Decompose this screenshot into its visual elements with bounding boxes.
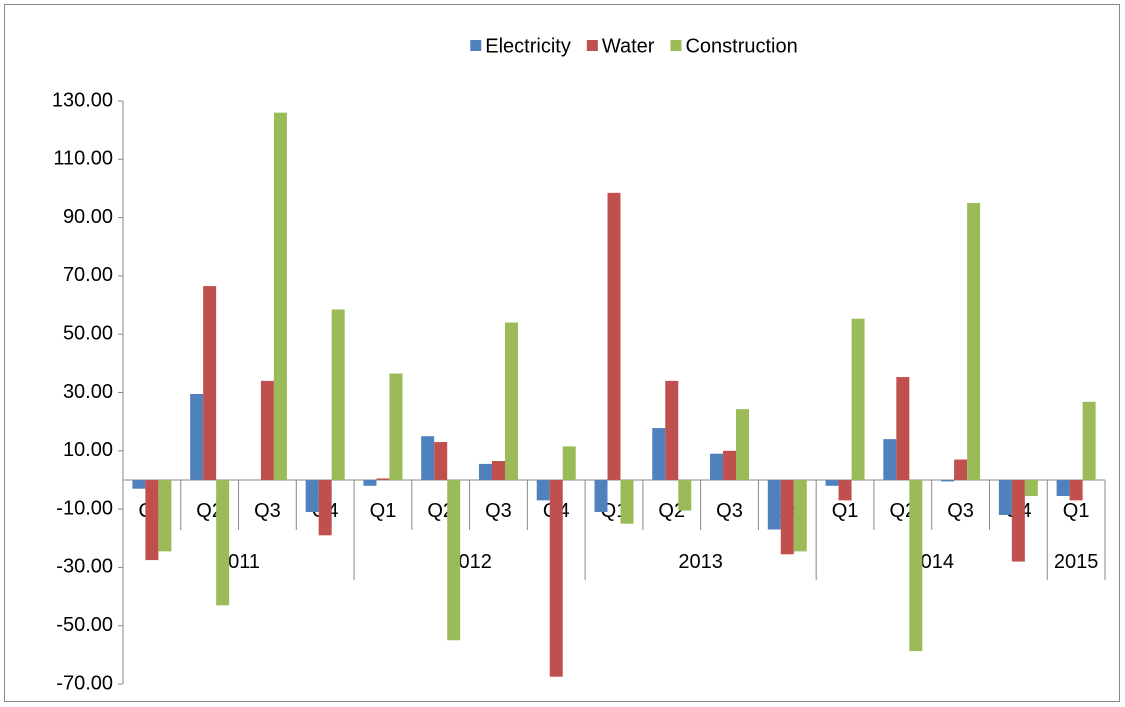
bar: [562, 446, 576, 480]
y-tick-label: -30.00: [56, 556, 113, 578]
bar: [967, 203, 981, 480]
y-tick-label: 130.00: [52, 89, 113, 111]
bar: [838, 479, 852, 501]
bar: [594, 479, 608, 513]
bar: [909, 479, 923, 652]
legend-label: Electricity: [485, 35, 571, 57]
bar: [1069, 479, 1083, 501]
y-tick-label: 110.00: [53, 148, 113, 170]
y-tick-label: 90.00: [63, 206, 113, 228]
y-tick-label: -50.00: [56, 614, 113, 636]
bar: [421, 436, 435, 480]
y-tick-label: 50.00: [63, 322, 113, 344]
bar: [1056, 479, 1070, 496]
bar: [883, 439, 897, 480]
legend-label: Construction: [685, 35, 797, 57]
bar: [491, 461, 505, 480]
bar: [434, 442, 448, 480]
bar: [780, 479, 794, 555]
bar: [363, 479, 377, 486]
bar: [954, 459, 968, 480]
legend-swatch: [586, 40, 598, 51]
bar: [331, 309, 345, 480]
bar: [736, 409, 750, 480]
bar: [549, 479, 563, 677]
bar: [652, 428, 666, 480]
bar: [318, 479, 332, 536]
bar: [1082, 401, 1096, 480]
group-label: 2015: [1054, 551, 1099, 573]
legend-swatch: [470, 40, 482, 51]
bar: [998, 479, 1012, 515]
bar: [132, 479, 146, 489]
bar: [665, 380, 679, 480]
bar: [190, 393, 204, 480]
bar: [260, 380, 274, 480]
bar: [376, 478, 390, 480]
bar: [1011, 479, 1025, 562]
bar: [607, 192, 621, 480]
group-label: 2013: [678, 551, 723, 573]
bar: [305, 479, 319, 513]
bar: [1024, 479, 1038, 496]
bar: [723, 450, 737, 480]
y-tick-label: -10.00: [56, 497, 113, 519]
bar: [825, 479, 839, 486]
bar: [620, 479, 634, 524]
bar: [896, 377, 910, 480]
bar: [158, 479, 172, 552]
bar: [203, 286, 217, 480]
x-tick-label: Q3: [947, 500, 974, 522]
bar: [216, 479, 230, 606]
bar: [478, 463, 492, 480]
x-tick-label: Q1: [1063, 500, 1090, 522]
bar: [851, 318, 865, 480]
legend-swatch: [670, 40, 682, 51]
x-tick-label: Q3: [485, 500, 512, 522]
x-tick-label: Q1: [370, 500, 397, 522]
bar: [710, 453, 724, 480]
bar: [793, 479, 807, 552]
y-tick-label: 30.00: [63, 381, 113, 403]
bar: [273, 112, 287, 480]
legend-label: Water: [602, 35, 655, 57]
x-tick-label: Q3: [716, 500, 743, 522]
bar: [145, 479, 159, 561]
x-tick-label: Q3: [254, 500, 281, 522]
y-tick-label: 10.00: [63, 439, 113, 461]
y-tick-label: 70.00: [63, 264, 113, 286]
x-tick-label: Q1: [832, 500, 859, 522]
y-tick-label: -70.00: [56, 672, 113, 694]
bar: [941, 479, 955, 482]
bar: [447, 479, 461, 641]
bar: [678, 479, 692, 511]
bar: [389, 373, 403, 480]
bar: [767, 479, 781, 530]
bar: [504, 322, 518, 480]
bar: [536, 479, 550, 501]
